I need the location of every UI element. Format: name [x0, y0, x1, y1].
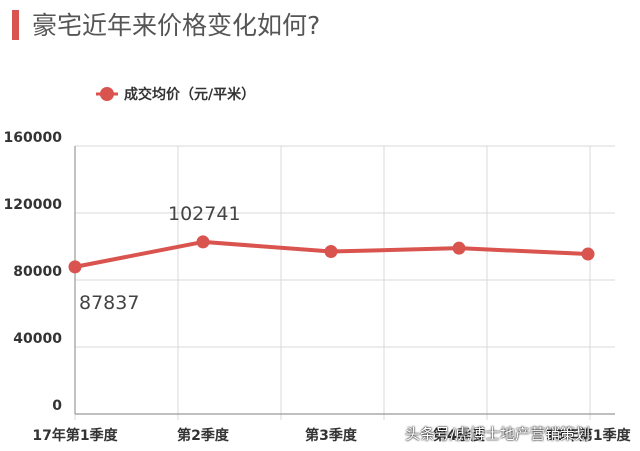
x-tick-label: 18年第1季度 [545, 427, 631, 444]
data-point [68, 260, 82, 274]
data-labels: 87837 102741 [79, 203, 241, 314]
legend-label: 成交均价（元/平米） [124, 86, 255, 103]
title-accent-bar [12, 10, 19, 40]
x-axis: 17年第1季度 第2季度 第3季度 第4季度 18年第1季度 [32, 413, 632, 444]
page-title: 豪宅近年来价格变化如何? [32, 11, 321, 40]
y-tick-label: 40000 [13, 331, 62, 347]
watermark-text: 头条号/虎博士地产营销策划 [405, 425, 591, 443]
data-point [324, 245, 338, 259]
y-tick-label: 80000 [13, 264, 62, 280]
data-label: 102741 [168, 203, 241, 225]
y-axis: 0 40000 80000 120000 160000 [4, 130, 76, 414]
series-group [68, 235, 595, 274]
x-tick-label: 17年第1季度 [32, 427, 118, 444]
x-tick-label: 第4季度 [433, 427, 486, 444]
data-label: 87837 [79, 292, 139, 314]
data-point [196, 235, 210, 249]
y-tick-label: 120000 [4, 197, 63, 213]
legend: 成交均价（元/平米） [96, 86, 255, 103]
grid [74, 145, 615, 420]
data-point [581, 247, 595, 261]
y-tick-label: 0 [52, 398, 62, 414]
data-point [452, 241, 466, 255]
x-tick-label: 第2季度 [177, 427, 230, 444]
y-tick-label: 160000 [4, 130, 63, 146]
x-tick-label: 第3季度 [305, 427, 358, 444]
